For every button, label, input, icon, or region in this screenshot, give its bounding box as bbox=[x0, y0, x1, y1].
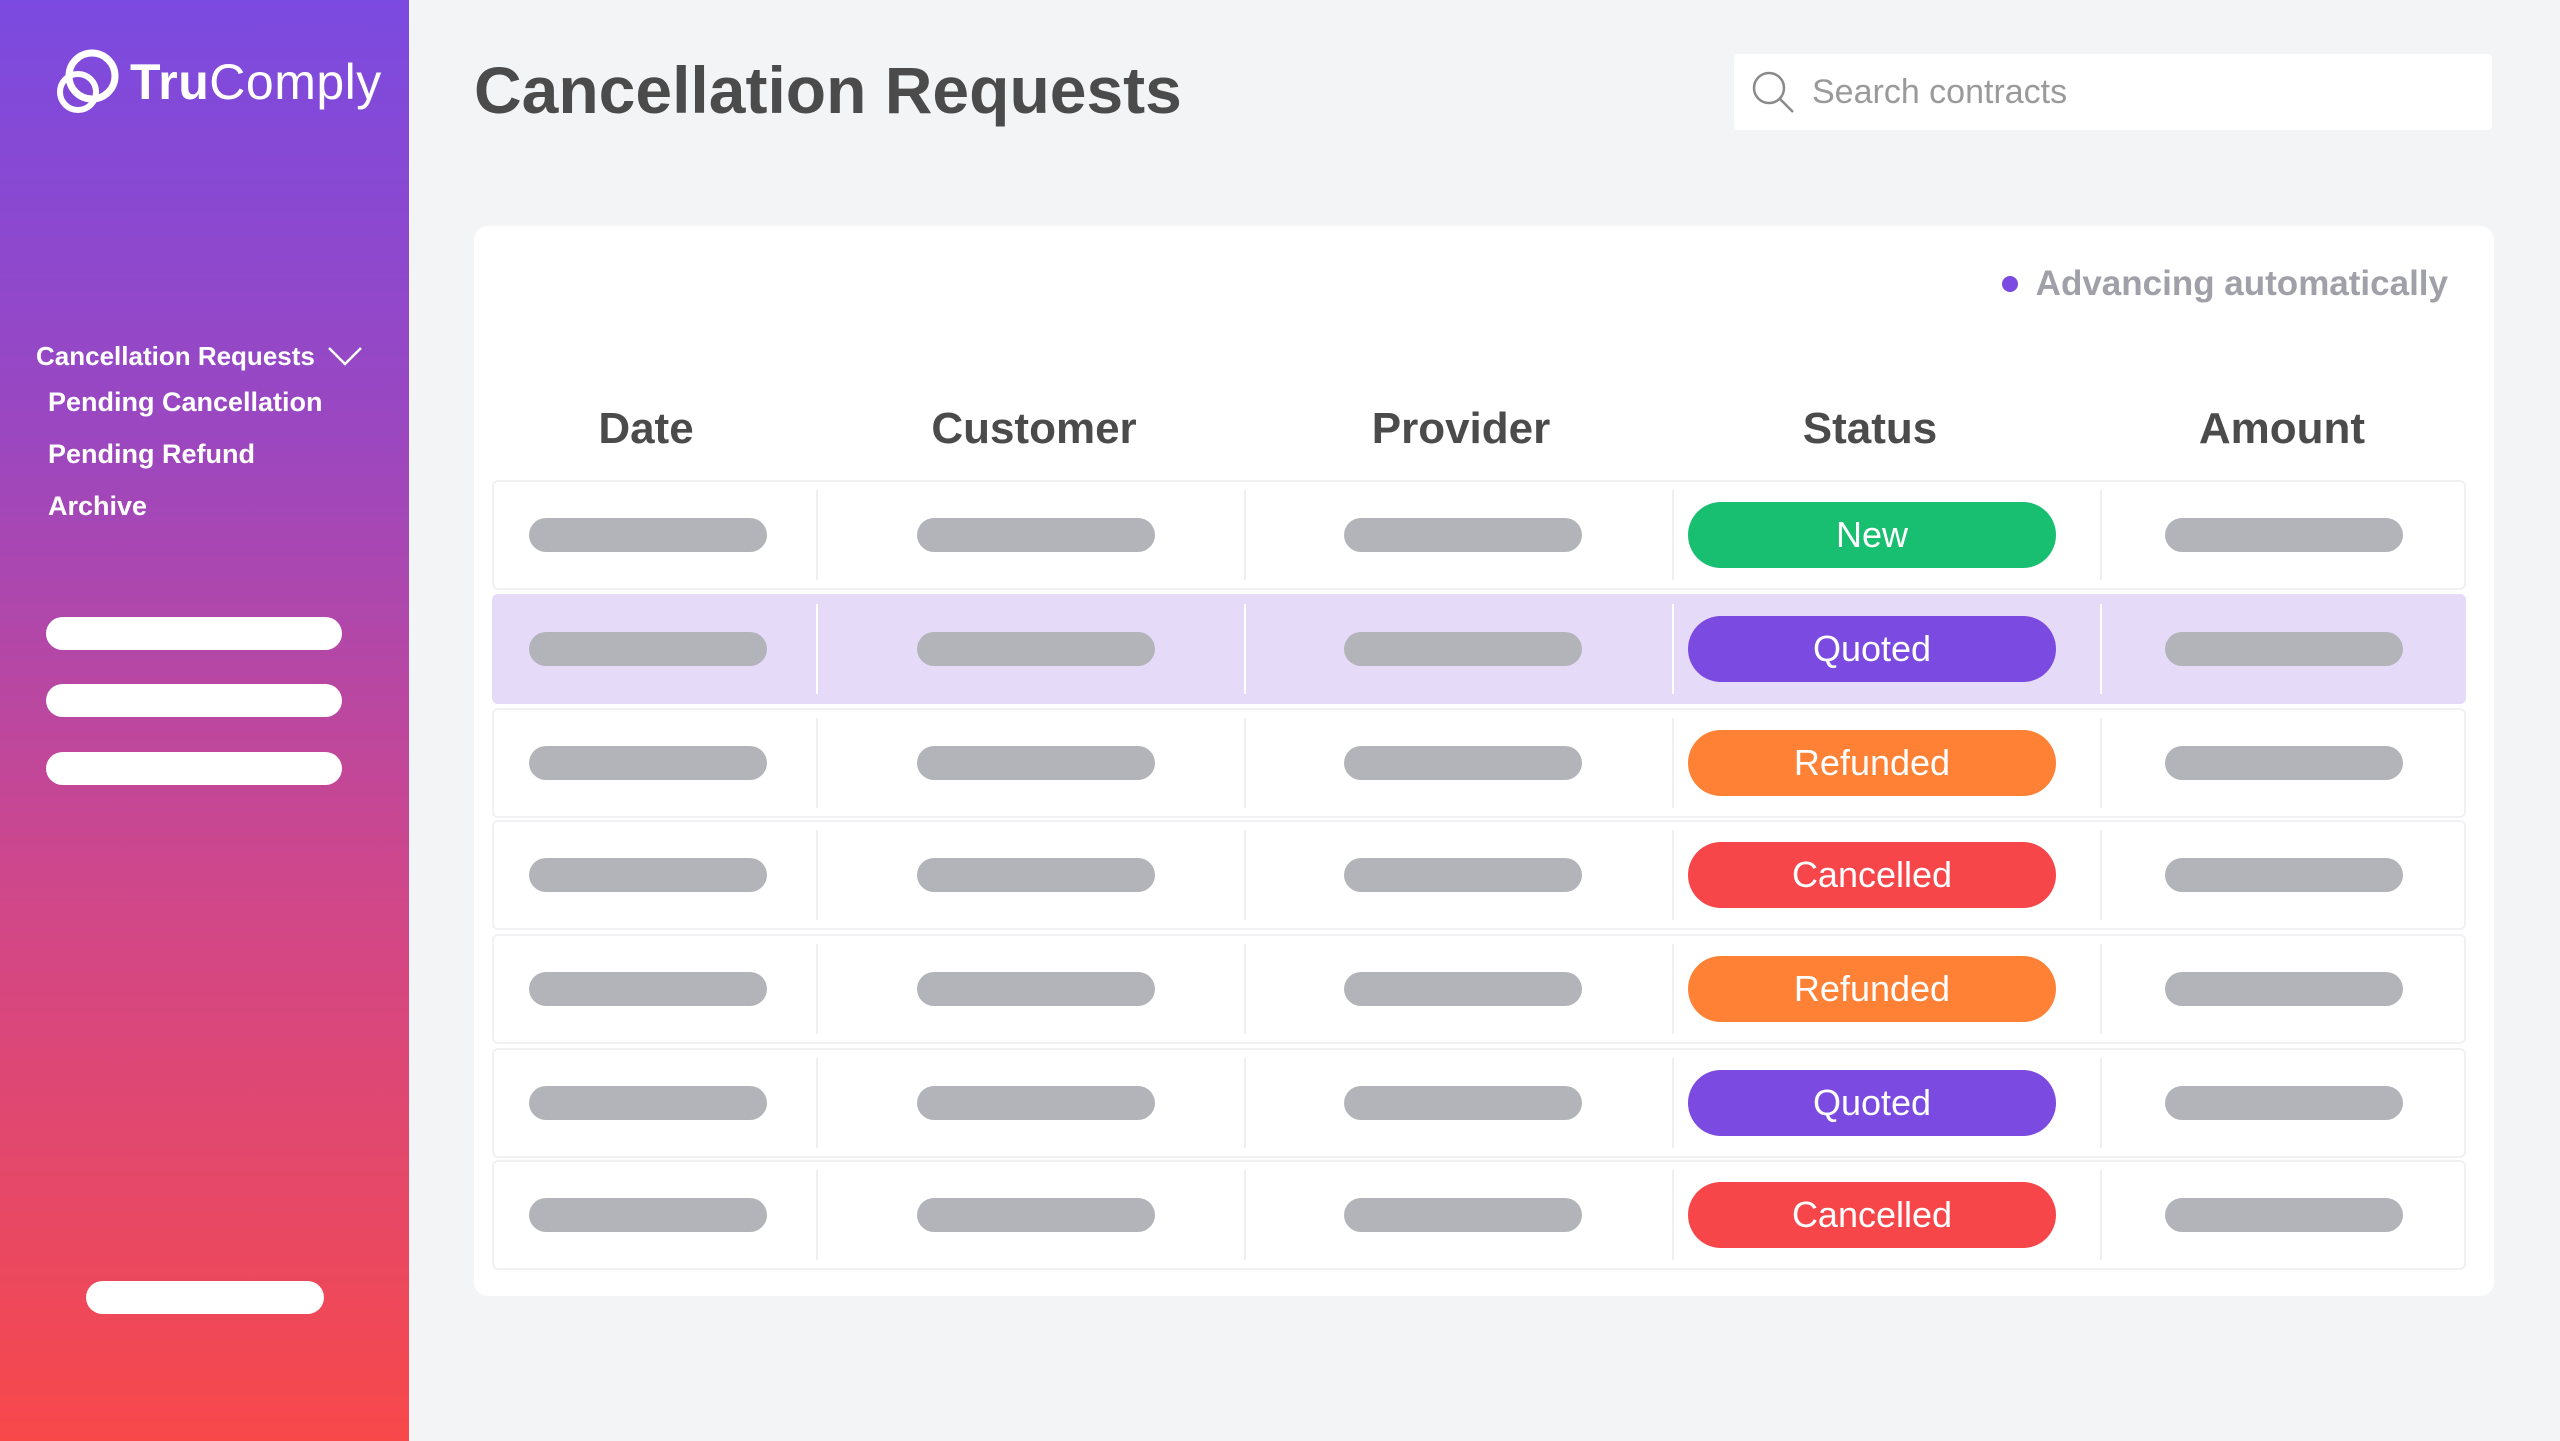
customer-cell-placeholder bbox=[917, 1198, 1155, 1232]
table-row[interactable]: Refunded bbox=[492, 934, 2466, 1044]
column-divider bbox=[816, 604, 818, 694]
table-row[interactable]: Cancelled bbox=[492, 820, 2466, 930]
column-header-provider[interactable]: Provider bbox=[1371, 404, 1551, 453]
provider-cell-placeholder bbox=[1344, 1086, 1582, 1120]
sidebar-placeholder-link[interactable] bbox=[46, 617, 342, 650]
amount-cell-placeholder bbox=[2165, 632, 2403, 666]
logo-rings-icon bbox=[57, 49, 119, 113]
amount-cell-placeholder bbox=[2165, 972, 2403, 1006]
column-divider bbox=[2100, 718, 2102, 808]
status-badge[interactable]: Cancelled bbox=[1688, 1182, 2056, 1248]
column-divider bbox=[816, 944, 818, 1034]
chevron-down-icon bbox=[327, 347, 362, 366]
column-header-amount[interactable]: Amount bbox=[2198, 404, 2366, 453]
date-cell-placeholder bbox=[529, 1086, 767, 1120]
column-divider bbox=[1672, 944, 1674, 1034]
sidebar-footer-placeholder[interactable] bbox=[86, 1281, 324, 1314]
status-badge[interactable]: Quoted bbox=[1688, 1070, 2056, 1136]
column-header-date[interactable]: Date bbox=[598, 404, 694, 453]
table-row[interactable]: Cancelled bbox=[492, 1160, 2466, 1270]
column-divider bbox=[2100, 1170, 2102, 1260]
brand-logo[interactable]: TruComply bbox=[50, 44, 382, 120]
date-cell-placeholder bbox=[529, 746, 767, 780]
provider-cell-placeholder bbox=[1344, 632, 1582, 666]
column-divider bbox=[1672, 830, 1674, 920]
column-divider bbox=[1244, 490, 1246, 580]
column-divider bbox=[2100, 604, 2102, 694]
date-cell-placeholder bbox=[529, 858, 767, 892]
column-divider bbox=[1244, 604, 1246, 694]
search-input[interactable] bbox=[1812, 72, 2432, 112]
column-divider bbox=[1672, 490, 1674, 580]
provider-cell-placeholder bbox=[1344, 746, 1582, 780]
column-divider bbox=[816, 1170, 818, 1260]
page-title: Cancellation Requests bbox=[474, 53, 1182, 127]
column-header-customer[interactable]: Customer bbox=[931, 404, 1137, 453]
column-divider bbox=[2100, 490, 2102, 580]
date-cell-placeholder bbox=[529, 632, 767, 666]
sidebar-placeholder-link[interactable] bbox=[46, 684, 342, 717]
customer-cell-placeholder bbox=[917, 1086, 1155, 1120]
status-badge[interactable]: Quoted bbox=[1688, 616, 2056, 682]
status-badge[interactable]: Refunded bbox=[1688, 956, 2056, 1022]
search-box[interactable] bbox=[1734, 54, 2492, 130]
status-badge[interactable]: Refunded bbox=[1688, 730, 2056, 796]
column-divider bbox=[1672, 1058, 1674, 1148]
status-badge[interactable]: New bbox=[1688, 502, 2056, 568]
provider-cell-placeholder bbox=[1344, 518, 1582, 552]
column-divider bbox=[1672, 604, 1674, 694]
sidebar-item-pending-cancellation[interactable]: Pending Cancellation bbox=[48, 387, 323, 417]
date-cell-placeholder bbox=[529, 1198, 767, 1232]
provider-cell-placeholder bbox=[1344, 1198, 1582, 1232]
amount-cell-placeholder bbox=[2165, 518, 2403, 552]
column-divider bbox=[1244, 944, 1246, 1034]
table-row[interactable]: Quoted bbox=[492, 594, 2466, 704]
sidebar-nav: Cancellation Requests Pending Cancellati… bbox=[36, 336, 376, 532]
amount-cell-placeholder bbox=[2165, 1086, 2403, 1120]
amount-cell-placeholder bbox=[2165, 858, 2403, 892]
requests-card: Advancing automatically Date Customer Pr… bbox=[474, 226, 2494, 1296]
customer-cell-placeholder bbox=[917, 746, 1155, 780]
provider-cell-placeholder bbox=[1344, 858, 1582, 892]
customer-cell-placeholder bbox=[917, 632, 1155, 666]
date-cell-placeholder bbox=[529, 972, 767, 1006]
column-divider bbox=[2100, 830, 2102, 920]
auto-advance-label: Advancing automatically bbox=[2035, 264, 2448, 303]
customer-cell-placeholder bbox=[917, 858, 1155, 892]
brand-name: TruComply bbox=[130, 54, 382, 110]
table-row[interactable]: New bbox=[492, 480, 2466, 590]
column-divider bbox=[1672, 1170, 1674, 1260]
search-icon bbox=[1752, 71, 1794, 113]
column-divider bbox=[1244, 1058, 1246, 1148]
provider-cell-placeholder bbox=[1344, 972, 1582, 1006]
sidebar-placeholder-link[interactable] bbox=[46, 752, 342, 785]
customer-cell-placeholder bbox=[917, 972, 1155, 1006]
sidebar-group-cancellation-requests[interactable]: Cancellation Requests bbox=[36, 336, 376, 376]
column-divider bbox=[1244, 1170, 1246, 1260]
status-badge[interactable]: Cancelled bbox=[1688, 842, 2056, 908]
column-divider bbox=[2100, 944, 2102, 1034]
column-divider bbox=[1244, 830, 1246, 920]
column-divider bbox=[1244, 718, 1246, 808]
status-dot-icon bbox=[2001, 276, 2018, 292]
column-divider bbox=[1672, 718, 1674, 808]
table-row[interactable]: Refunded bbox=[492, 708, 2466, 818]
column-divider bbox=[816, 490, 818, 580]
column-divider bbox=[816, 1058, 818, 1148]
customer-cell-placeholder bbox=[917, 518, 1155, 552]
table-row[interactable]: Quoted bbox=[492, 1048, 2466, 1158]
column-divider bbox=[816, 718, 818, 808]
sidebar-item-archive[interactable]: Archive bbox=[48, 491, 148, 521]
column-divider bbox=[2100, 1058, 2102, 1148]
amount-cell-placeholder bbox=[2165, 746, 2403, 780]
column-header-status[interactable]: Status bbox=[1802, 404, 1938, 453]
date-cell-placeholder bbox=[529, 518, 767, 552]
column-divider bbox=[816, 830, 818, 920]
sidebar: TruComply Cancellation Requests Pending … bbox=[0, 0, 409, 1441]
amount-cell-placeholder bbox=[2165, 1198, 2403, 1232]
sidebar-group-label: Cancellation Requests bbox=[36, 340, 315, 371]
sidebar-item-pending-refund[interactable]: Pending Refund bbox=[48, 439, 255, 469]
auto-advance-indicator: Advancing automatically bbox=[2001, 264, 2448, 304]
